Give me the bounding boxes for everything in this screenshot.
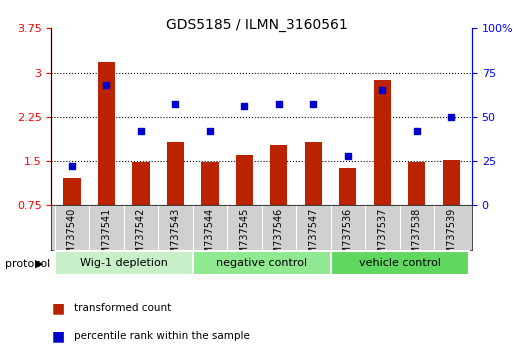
- Text: GSM737545: GSM737545: [240, 207, 249, 267]
- Point: [447, 114, 456, 120]
- Text: percentile rank within the sample: percentile rank within the sample: [74, 331, 250, 341]
- Text: GSM737536: GSM737536: [343, 207, 353, 267]
- Text: GSM737540: GSM737540: [67, 207, 77, 267]
- Point: [344, 153, 352, 159]
- Point: [206, 128, 214, 134]
- Text: GSM737543: GSM737543: [170, 207, 181, 267]
- Text: GSM737544: GSM737544: [205, 207, 215, 267]
- Bar: [408, 162, 425, 205]
- FancyBboxPatch shape: [193, 251, 330, 275]
- Point: [240, 103, 248, 109]
- Text: GDS5185 / ILMN_3160561: GDS5185 / ILMN_3160561: [166, 18, 347, 32]
- Text: GSM737545: GSM737545: [240, 207, 249, 267]
- Text: GSM737540: GSM737540: [67, 207, 77, 267]
- Point: [378, 87, 386, 93]
- Point: [309, 102, 318, 107]
- Text: GSM737541: GSM737541: [102, 207, 111, 267]
- Bar: [270, 144, 287, 205]
- Text: GSM737538: GSM737538: [412, 207, 422, 267]
- Bar: [305, 142, 322, 205]
- Bar: [373, 80, 391, 205]
- Point: [137, 128, 145, 134]
- Text: negative control: negative control: [216, 258, 307, 268]
- Text: ■: ■: [51, 301, 65, 315]
- Text: GSM737542: GSM737542: [136, 207, 146, 267]
- Point: [68, 164, 76, 169]
- Text: GSM737542: GSM737542: [136, 207, 146, 267]
- Bar: [339, 168, 357, 205]
- Bar: [167, 142, 184, 205]
- Text: ▶: ▶: [35, 259, 44, 269]
- Bar: [201, 162, 219, 205]
- Text: GSM737539: GSM737539: [446, 207, 456, 267]
- Text: GSM737546: GSM737546: [274, 207, 284, 267]
- Point: [171, 102, 180, 107]
- Point: [412, 128, 421, 134]
- FancyBboxPatch shape: [330, 251, 468, 275]
- Text: GSM737543: GSM737543: [170, 207, 181, 267]
- Bar: [64, 178, 81, 205]
- FancyBboxPatch shape: [55, 251, 193, 275]
- Text: GSM737539: GSM737539: [446, 207, 456, 267]
- Text: transformed count: transformed count: [74, 303, 172, 313]
- Text: vehicle control: vehicle control: [359, 258, 441, 268]
- Text: GSM737538: GSM737538: [412, 207, 422, 267]
- Text: ■: ■: [51, 329, 65, 343]
- Point: [103, 82, 111, 88]
- Text: GSM737547: GSM737547: [308, 207, 319, 267]
- Text: GSM737544: GSM737544: [205, 207, 215, 267]
- Text: GSM737537: GSM737537: [377, 207, 387, 267]
- Text: GSM737541: GSM737541: [102, 207, 111, 267]
- Bar: [443, 160, 460, 205]
- Bar: [132, 162, 150, 205]
- Text: protocol: protocol: [5, 259, 50, 269]
- Text: GSM737547: GSM737547: [308, 207, 319, 267]
- Bar: [98, 62, 115, 205]
- Text: GSM737536: GSM737536: [343, 207, 353, 267]
- Text: GSM737546: GSM737546: [274, 207, 284, 267]
- Bar: [236, 155, 253, 205]
- Text: Wig-1 depletion: Wig-1 depletion: [80, 258, 168, 268]
- Point: [275, 102, 283, 107]
- Text: GSM737537: GSM737537: [377, 207, 387, 267]
